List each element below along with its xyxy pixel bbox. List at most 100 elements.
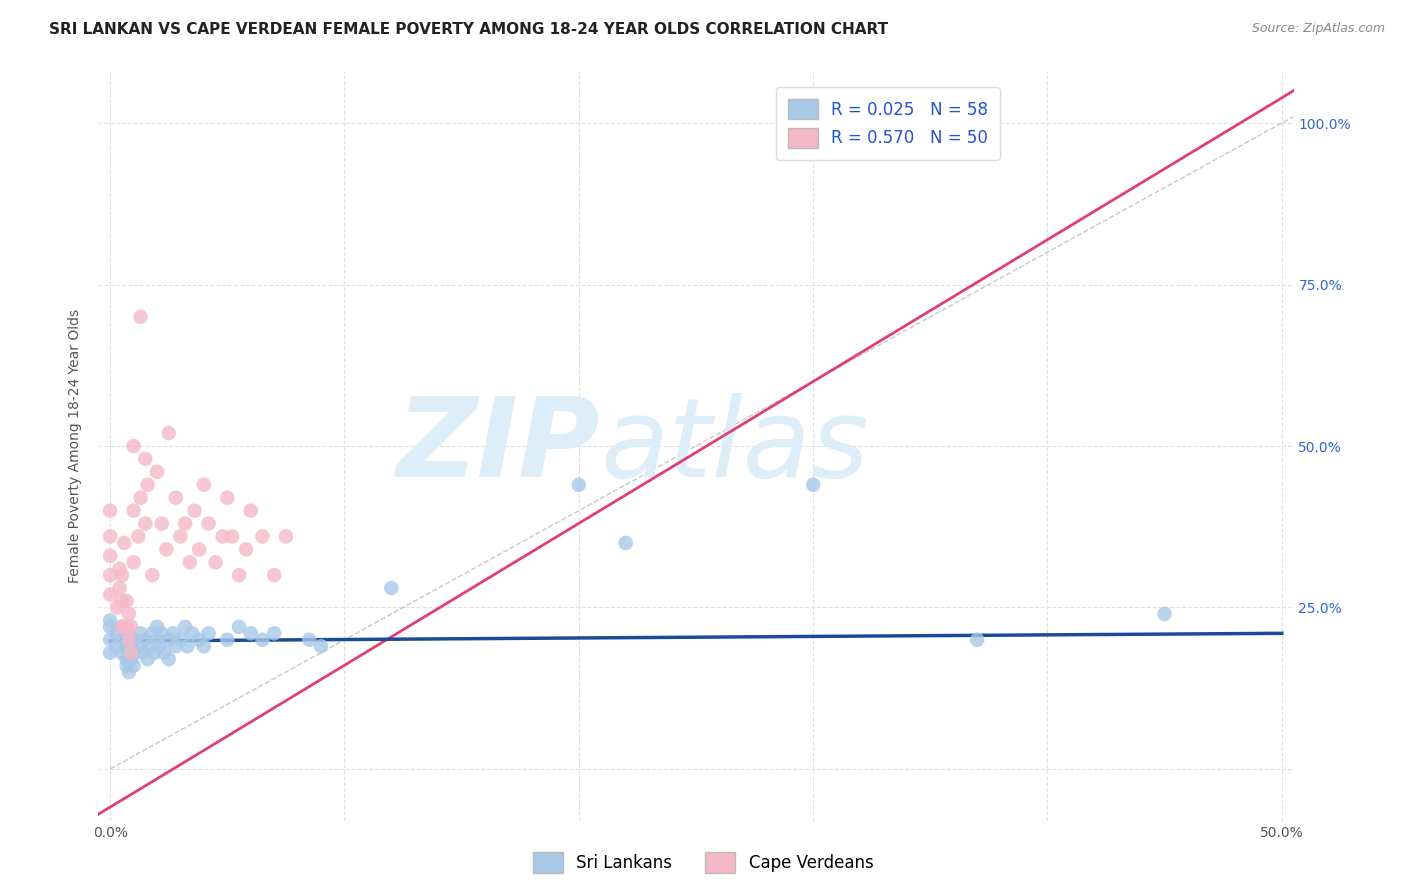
Point xyxy=(157,426,180,441)
Point xyxy=(239,503,262,517)
Point xyxy=(568,477,591,491)
Point xyxy=(115,626,138,640)
Point xyxy=(122,632,145,647)
Point xyxy=(120,652,142,666)
Point xyxy=(129,310,152,324)
Point xyxy=(176,639,198,653)
Point xyxy=(197,626,219,640)
Point xyxy=(111,620,134,634)
Point xyxy=(111,594,134,608)
Point xyxy=(614,536,637,550)
Point xyxy=(98,614,121,628)
Point xyxy=(122,439,145,453)
Point xyxy=(221,529,243,543)
Point xyxy=(211,529,233,543)
Point xyxy=(169,529,191,543)
Point xyxy=(217,632,239,647)
Point xyxy=(193,477,215,491)
Point xyxy=(801,477,824,491)
Point xyxy=(98,529,121,543)
Point xyxy=(263,568,285,582)
Point xyxy=(115,594,138,608)
Point xyxy=(118,665,141,679)
Point xyxy=(148,639,170,653)
Point xyxy=(146,632,169,647)
Point xyxy=(157,632,180,647)
Point xyxy=(1153,607,1175,621)
Point xyxy=(122,503,145,517)
Point xyxy=(157,652,180,666)
Point xyxy=(162,626,184,640)
Point xyxy=(193,639,215,653)
Point xyxy=(188,542,211,557)
Point xyxy=(309,639,332,653)
Point xyxy=(139,639,162,653)
Y-axis label: Female Poverty Among 18-24 Year Olds: Female Poverty Among 18-24 Year Olds xyxy=(69,309,83,583)
Point xyxy=(111,568,134,582)
Point xyxy=(141,626,163,640)
Point xyxy=(111,646,134,660)
Point xyxy=(153,646,176,660)
Point xyxy=(112,536,135,550)
Point xyxy=(105,639,128,653)
Point xyxy=(108,581,131,595)
Point xyxy=(183,503,205,517)
Point xyxy=(127,529,149,543)
Point xyxy=(188,632,211,647)
Point xyxy=(98,646,121,660)
Point xyxy=(274,529,297,543)
Point xyxy=(263,626,285,640)
Point xyxy=(141,568,163,582)
Point xyxy=(155,542,177,557)
Point xyxy=(120,639,142,653)
Point xyxy=(174,620,197,634)
Point xyxy=(150,516,173,531)
Point xyxy=(111,632,134,647)
Point xyxy=(118,646,141,660)
Point xyxy=(118,607,141,621)
Point xyxy=(98,632,121,647)
Point xyxy=(98,503,121,517)
Text: SRI LANKAN VS CAPE VERDEAN FEMALE POVERTY AMONG 18-24 YEAR OLDS CORRELATION CHAR: SRI LANKAN VS CAPE VERDEAN FEMALE POVERT… xyxy=(49,22,889,37)
Point xyxy=(136,652,159,666)
Point xyxy=(105,600,128,615)
Point xyxy=(108,562,131,576)
Point xyxy=(120,646,142,660)
Point xyxy=(179,555,201,569)
Point xyxy=(252,529,274,543)
Point xyxy=(235,542,257,557)
Point xyxy=(111,620,134,634)
Point xyxy=(143,646,166,660)
Point xyxy=(115,658,138,673)
Point xyxy=(169,632,191,647)
Point xyxy=(118,632,141,647)
Point xyxy=(966,632,988,647)
Point xyxy=(98,568,121,582)
Point xyxy=(115,620,138,634)
Point xyxy=(115,652,138,666)
Point xyxy=(122,555,145,569)
Point xyxy=(115,639,138,653)
Point xyxy=(146,620,169,634)
Text: atlas: atlas xyxy=(600,392,869,500)
Point xyxy=(98,549,121,563)
Point xyxy=(105,626,128,640)
Point xyxy=(136,477,159,491)
Point xyxy=(134,451,156,466)
Point xyxy=(122,646,145,660)
Point xyxy=(150,626,173,640)
Point xyxy=(146,465,169,479)
Point xyxy=(134,632,156,647)
Point xyxy=(98,588,121,602)
Point xyxy=(134,516,156,531)
Point xyxy=(165,639,187,653)
Point xyxy=(228,568,250,582)
Point xyxy=(174,516,197,531)
Point xyxy=(217,491,239,505)
Point xyxy=(181,626,204,640)
Legend: R = 0.025   N = 58, R = 0.570   N = 50: R = 0.025 N = 58, R = 0.570 N = 50 xyxy=(776,87,1000,160)
Text: ZIP: ZIP xyxy=(396,392,600,500)
Point xyxy=(165,491,187,505)
Point xyxy=(228,620,250,634)
Point xyxy=(132,646,155,660)
